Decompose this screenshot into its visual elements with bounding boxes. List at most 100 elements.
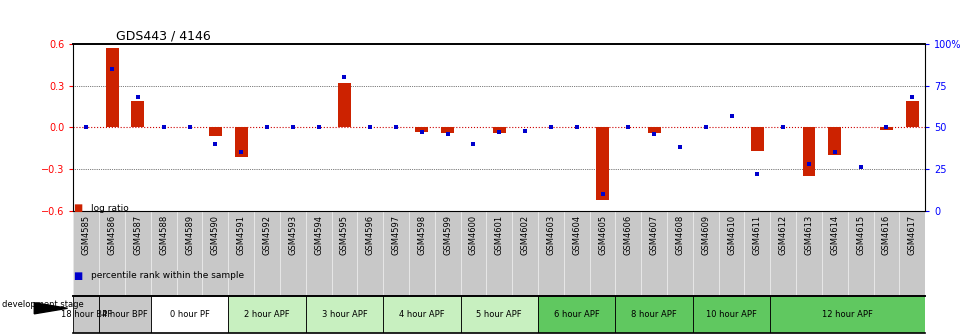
Bar bbox=[131, 101, 145, 127]
Point bbox=[414, 130, 429, 135]
Bar bbox=[208, 127, 222, 136]
Text: GSM4591: GSM4591 bbox=[237, 215, 245, 255]
Bar bbox=[596, 127, 608, 200]
Text: GSM4587: GSM4587 bbox=[133, 215, 143, 255]
Text: 10 hour APF: 10 hour APF bbox=[705, 310, 756, 319]
Point bbox=[78, 125, 94, 130]
Text: 5 hour APF: 5 hour APF bbox=[476, 310, 521, 319]
Point bbox=[645, 131, 661, 137]
Text: GSM4612: GSM4612 bbox=[778, 215, 787, 255]
Text: 3 hour APF: 3 hour APF bbox=[321, 310, 367, 319]
Text: GSM4596: GSM4596 bbox=[366, 215, 375, 255]
Text: 12 hour APF: 12 hour APF bbox=[822, 310, 872, 319]
FancyBboxPatch shape bbox=[692, 296, 770, 333]
Text: 0 hour PF: 0 hour PF bbox=[169, 310, 209, 319]
Point bbox=[904, 94, 919, 100]
Point bbox=[285, 125, 300, 130]
Text: ■: ■ bbox=[73, 270, 82, 281]
Text: GSM4603: GSM4603 bbox=[546, 215, 555, 255]
Text: GSM4601: GSM4601 bbox=[494, 215, 504, 255]
Text: GSM4595: GSM4595 bbox=[339, 215, 348, 255]
Point bbox=[516, 128, 532, 133]
FancyBboxPatch shape bbox=[99, 296, 151, 333]
Text: 4 hour BPF: 4 hour BPF bbox=[102, 310, 148, 319]
Text: ■: ■ bbox=[73, 203, 82, 213]
Point bbox=[466, 141, 481, 147]
Point bbox=[182, 125, 198, 130]
Text: GSM4590: GSM4590 bbox=[210, 215, 220, 255]
Text: GSM4589: GSM4589 bbox=[185, 215, 194, 255]
Point bbox=[697, 125, 713, 130]
Text: GSM4598: GSM4598 bbox=[417, 215, 426, 255]
Point bbox=[388, 125, 404, 130]
Text: 4 hour APF: 4 hour APF bbox=[399, 310, 444, 319]
Text: GSM4609: GSM4609 bbox=[700, 215, 710, 255]
Point bbox=[362, 125, 378, 130]
Point bbox=[259, 125, 275, 130]
FancyBboxPatch shape bbox=[615, 296, 692, 333]
Text: percentile rank within the sample: percentile rank within the sample bbox=[91, 271, 244, 280]
Point bbox=[723, 113, 738, 118]
Bar bbox=[106, 48, 118, 127]
Point bbox=[568, 125, 584, 130]
Text: GSM4606: GSM4606 bbox=[623, 215, 632, 255]
Point bbox=[620, 125, 636, 130]
Text: GDS443 / 4146: GDS443 / 4146 bbox=[115, 30, 210, 43]
FancyBboxPatch shape bbox=[538, 296, 615, 333]
Bar bbox=[750, 127, 763, 151]
Point bbox=[543, 125, 558, 130]
Point bbox=[800, 161, 816, 167]
Polygon shape bbox=[34, 303, 67, 314]
Point bbox=[775, 125, 790, 130]
Text: GSM4599: GSM4599 bbox=[443, 215, 452, 255]
Bar bbox=[441, 127, 454, 133]
Text: GSM4588: GSM4588 bbox=[159, 215, 168, 255]
FancyBboxPatch shape bbox=[460, 296, 538, 333]
Point bbox=[749, 171, 765, 177]
Text: GSM4608: GSM4608 bbox=[675, 215, 684, 255]
Point bbox=[336, 75, 352, 80]
Text: development stage: development stage bbox=[2, 300, 84, 308]
FancyBboxPatch shape bbox=[770, 296, 924, 333]
Point bbox=[826, 150, 842, 155]
Bar bbox=[879, 127, 892, 130]
Text: 18 hour BPF: 18 hour BPF bbox=[61, 310, 111, 319]
Point bbox=[207, 141, 223, 147]
Text: GSM4597: GSM4597 bbox=[391, 215, 400, 255]
Text: GSM4594: GSM4594 bbox=[314, 215, 323, 255]
Bar bbox=[827, 127, 840, 155]
Bar bbox=[905, 101, 917, 127]
Text: GSM4604: GSM4604 bbox=[571, 215, 581, 255]
FancyBboxPatch shape bbox=[305, 296, 382, 333]
Text: GSM4614: GSM4614 bbox=[829, 215, 838, 255]
Text: GSM4585: GSM4585 bbox=[82, 215, 91, 255]
Bar bbox=[802, 127, 815, 176]
Text: GSM4602: GSM4602 bbox=[520, 215, 529, 255]
Text: GSM4613: GSM4613 bbox=[804, 215, 813, 255]
Bar bbox=[337, 83, 350, 127]
Point bbox=[130, 94, 146, 100]
Text: GSM4586: GSM4586 bbox=[108, 215, 116, 255]
Text: GSM4607: GSM4607 bbox=[649, 215, 658, 255]
Point bbox=[105, 66, 120, 72]
Text: GSM4617: GSM4617 bbox=[907, 215, 915, 255]
FancyBboxPatch shape bbox=[228, 296, 305, 333]
Text: 2 hour APF: 2 hour APF bbox=[244, 310, 289, 319]
FancyBboxPatch shape bbox=[151, 296, 228, 333]
Point bbox=[852, 165, 867, 170]
FancyBboxPatch shape bbox=[382, 296, 460, 333]
Point bbox=[233, 150, 248, 155]
Point bbox=[672, 145, 688, 150]
Point bbox=[491, 130, 507, 135]
Text: GSM4605: GSM4605 bbox=[598, 215, 606, 255]
Bar bbox=[492, 127, 506, 133]
Text: GSM4611: GSM4611 bbox=[752, 215, 761, 255]
Point bbox=[877, 125, 893, 130]
Text: log ratio: log ratio bbox=[91, 204, 129, 213]
Text: GSM4615: GSM4615 bbox=[855, 215, 865, 255]
Text: GSM4592: GSM4592 bbox=[262, 215, 271, 255]
Bar bbox=[647, 127, 660, 133]
Text: GSM4616: GSM4616 bbox=[881, 215, 890, 255]
Text: GSM4600: GSM4600 bbox=[468, 215, 477, 255]
Text: 8 hour APF: 8 hour APF bbox=[631, 310, 677, 319]
